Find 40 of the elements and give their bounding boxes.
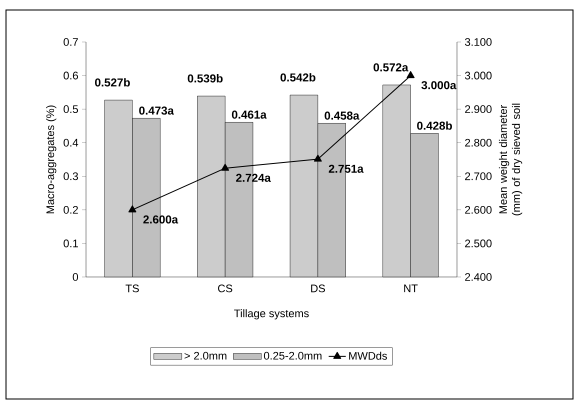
point [314, 154, 322, 162]
y2-tick-label: 2.800 [465, 138, 492, 147]
data-label: 0.458a [324, 112, 360, 120]
data-label: 0.539b [188, 74, 223, 83]
data-label: 0.527b [95, 78, 130, 87]
data-label: 2.724a [236, 174, 271, 182]
data-label: 0.572a [374, 63, 408, 72]
y2-tick-label: 2.400 [465, 273, 492, 281]
y-tick-label: 0.2 [64, 206, 78, 214]
y-tick-label: 0.7 [64, 38, 78, 46]
y-tick-label: 0.6 [64, 72, 78, 80]
point [128, 205, 136, 212]
legend-label: MWDds [349, 352, 387, 360]
y-axis-title: Macro-aggregates (%) [46, 105, 56, 214]
y2-tick-label: 2.600 [465, 206, 492, 214]
data-label: 0.428b [417, 121, 452, 130]
data-label: 0.461a [232, 110, 267, 119]
y2-tick-label: 2.700 [465, 172, 492, 180]
x-tick-label: CS [218, 284, 232, 292]
y-tick-label: 0.5 [64, 105, 78, 114]
x-tick-label: DS [311, 284, 325, 292]
y2-tick-label: 3.000 [464, 72, 492, 80]
point [221, 164, 230, 171]
y2-tick-label: 3.100 [464, 38, 492, 46]
data-label: 0.473a [139, 106, 174, 115]
y-tick-label: 0.1 [64, 240, 78, 248]
y-tick-label: 0.4 [64, 138, 78, 147]
data-label: 3.000a [421, 81, 456, 90]
point [406, 71, 415, 78]
y-tick-label: 0 [72, 273, 78, 281]
legend-label: > 2.0mm [184, 352, 226, 360]
y2-tick-label: 2.500 [465, 240, 492, 248]
x-tick-label: TS [126, 284, 139, 292]
y2-axis-title: Mean weight diameter (mm) of dry sieved soil [498, 104, 522, 216]
y-tick-label: 0.3 [64, 172, 78, 180]
x-axis-title: Tillage systems [234, 309, 309, 320]
legend-label: 0.25-2.0mm [264, 352, 322, 360]
x-tick-label: NT [404, 284, 418, 292]
y2-tick-label: 2.900 [465, 105, 492, 114]
data-label: 0.542b [280, 73, 316, 82]
